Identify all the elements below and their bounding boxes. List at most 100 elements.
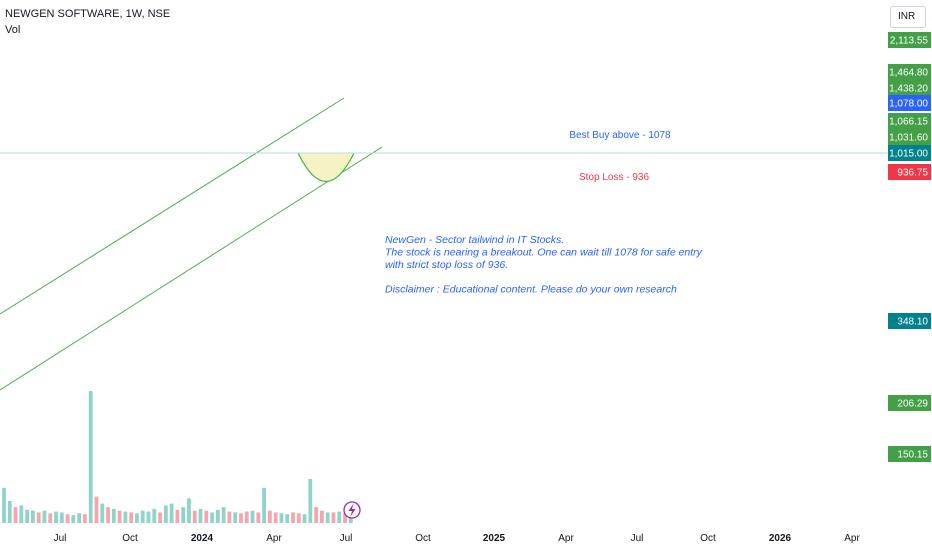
volume-bar xyxy=(100,503,105,523)
time-tick-label: 2024 xyxy=(191,533,214,544)
volume-bar xyxy=(325,512,330,523)
volume-bar xyxy=(192,510,197,523)
time-tick-label: Apr xyxy=(558,533,574,544)
volume-bar xyxy=(106,507,110,523)
time-axis: Jul Oct 2024 Apr Jul Oct 2025 Apr Jul Oct 2026 Apr xyxy=(54,533,861,544)
volume-bar xyxy=(65,514,70,523)
volume-bar xyxy=(94,496,99,523)
best-buy-label: Best Buy above - 1078 xyxy=(569,130,671,141)
volume-bar xyxy=(152,508,157,523)
volume-bar xyxy=(48,513,53,523)
volume-bars xyxy=(2,391,353,523)
volume-bar xyxy=(302,514,307,523)
svg-text:1,015.00: 1,015.00 xyxy=(889,149,928,160)
volume-bar xyxy=(163,505,168,523)
time-tick-label: Jul xyxy=(340,533,353,544)
volume-bar xyxy=(129,512,134,523)
note-line: NewGen - Sector tailwind in IT Stocks. xyxy=(385,234,564,246)
volume-bar xyxy=(158,512,162,523)
price-badge: 1,015.00 xyxy=(888,145,931,161)
volume-bar xyxy=(279,513,284,523)
time-tick-label: Apr xyxy=(844,533,860,544)
time-tick-label: 2026 xyxy=(769,533,792,544)
time-tick-label: Oct xyxy=(415,533,431,544)
volume-label: Vol xyxy=(5,24,21,36)
volume-bar xyxy=(331,512,336,523)
volume-bar xyxy=(210,512,214,523)
volume-bar xyxy=(198,508,203,523)
svg-text:1,031.60: 1,031.60 xyxy=(889,133,928,144)
best-buy-badge: 1,078.00 xyxy=(888,95,931,111)
volume-bar xyxy=(13,507,18,523)
svg-text:150.15: 150.15 xyxy=(897,450,928,461)
volume-bar xyxy=(296,513,301,523)
volume-bar xyxy=(169,503,174,523)
annotations: Best Buy above - 1078 Stop Loss - 936 NewG… xyxy=(385,130,703,296)
volume-bar xyxy=(111,508,116,523)
volume-bar xyxy=(83,514,87,523)
volume-bar xyxy=(215,509,220,523)
volume-bar xyxy=(337,511,342,523)
volume-bar xyxy=(262,487,266,523)
price-badge: 206.29 xyxy=(888,395,931,411)
volume-bar xyxy=(36,512,41,523)
volume-bar xyxy=(256,512,261,523)
horizontal-levels xyxy=(0,152,888,154)
green-mid-badge: 1,464.80 xyxy=(888,64,931,80)
volume-bar xyxy=(348,515,353,523)
price-badge: 1,031.60 xyxy=(888,129,931,145)
volume-bar xyxy=(7,501,12,523)
volume-bar xyxy=(135,513,139,523)
volume-bar xyxy=(117,510,122,523)
green-top-badge: 2,113.55 xyxy=(888,32,931,48)
volume-bar xyxy=(181,507,186,523)
price-badges: 1,438.20 1,066.15 1,031.60 1,015.00 206.29 15… xyxy=(888,32,931,462)
stop-loss-badge: 936.75 xyxy=(888,164,931,180)
currency-button[interactable]: INR xyxy=(890,6,926,28)
volume-bar xyxy=(59,512,64,523)
volume-bar xyxy=(187,498,191,523)
volume-bar xyxy=(19,505,24,523)
price-badge: 1,066.15 xyxy=(888,113,931,129)
time-tick-label: Oct xyxy=(700,533,716,544)
lightning-icon[interactable] xyxy=(343,501,361,519)
volume-bar xyxy=(140,510,145,523)
time-tick-label: Oct xyxy=(122,533,138,544)
channel-lower-line xyxy=(0,146,383,391)
note-line: Disclaimer : Educational content. Please… xyxy=(385,284,677,296)
support-badge: 348.10 xyxy=(888,313,931,329)
volume-bar xyxy=(221,507,226,523)
volume-bar xyxy=(77,513,82,523)
volume-bar xyxy=(146,511,151,523)
trend-channel xyxy=(0,97,383,391)
price-badge: 1,438.20 xyxy=(888,80,931,96)
volume-bar xyxy=(250,510,255,523)
volume-bar xyxy=(314,507,319,523)
chart-title: NEWGEN SOFTWARE, 1W, NSE xyxy=(5,8,171,20)
svg-text:1,066.15: 1,066.15 xyxy=(889,117,928,128)
time-tick-label: Jul xyxy=(54,533,67,544)
volume-bar xyxy=(320,510,324,523)
volume-bar xyxy=(88,391,93,523)
volume-bar xyxy=(343,513,347,523)
volume-bar xyxy=(2,487,6,523)
svg-text:348.10: 348.10 xyxy=(897,317,928,328)
volume-bar xyxy=(123,511,128,523)
svg-text:936.75: 936.75 xyxy=(897,168,928,179)
svg-text:206.29: 206.29 xyxy=(897,399,928,410)
volume-bar xyxy=(291,512,295,523)
stop-loss-label: Stop Loss - 936 xyxy=(579,172,649,183)
volume-bar xyxy=(54,511,58,523)
svg-text:2,113.55: 2,113.55 xyxy=(890,36,929,47)
price-badge: 150.15 xyxy=(888,446,931,462)
volume-bar xyxy=(267,510,272,523)
time-tick-label: Apr xyxy=(266,533,282,544)
volume-bar xyxy=(285,514,290,523)
time-tick-label: Jul xyxy=(631,533,644,544)
note-line: The stock is nearing a breakout. One can… xyxy=(385,246,703,258)
channel-upper-line xyxy=(0,97,345,315)
volume-bar xyxy=(239,513,243,523)
cup-pattern-arc xyxy=(297,152,355,182)
volume-bar xyxy=(233,512,238,523)
